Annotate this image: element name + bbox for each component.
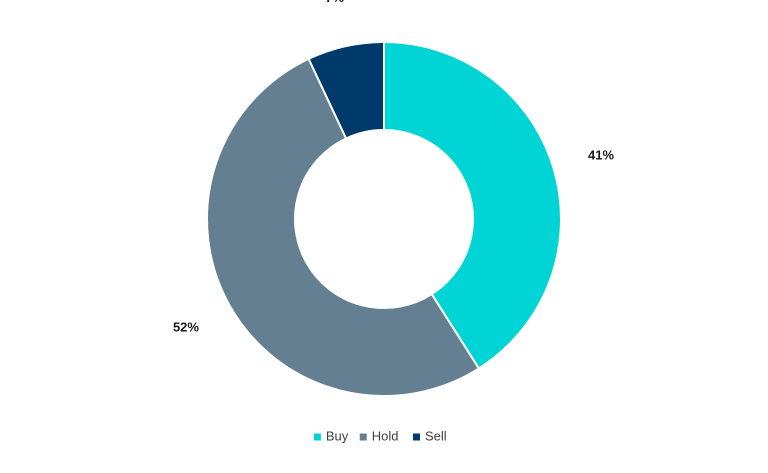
legend-label-sell: Sell: [425, 428, 447, 443]
legend-label-buy: Buy: [326, 428, 349, 443]
legend-swatch-sell: [412, 433, 420, 441]
data-label-buy: 41%: [588, 147, 614, 162]
slice-sell: [307, 40, 385, 140]
legend-label-hold: Hold: [372, 428, 399, 443]
data-label-hold: 52%: [173, 319, 199, 334]
legend-item-sell: Sell: [412, 428, 447, 443]
legend-item-buy: Buy: [313, 428, 349, 443]
legend-swatch-hold: [359, 433, 367, 441]
slice-buy: [383, 40, 562, 370]
data-label-sell: 7%: [325, 0, 344, 5]
donut-slices: [206, 40, 562, 397]
legend-item-hold: Hold: [359, 428, 399, 443]
data-labels: 41% 52% 7%: [173, 0, 615, 334]
chart-legend: Buy Hold Sell: [313, 428, 447, 443]
legend-swatch-buy: [313, 433, 321, 441]
slice-hold: [206, 57, 481, 397]
